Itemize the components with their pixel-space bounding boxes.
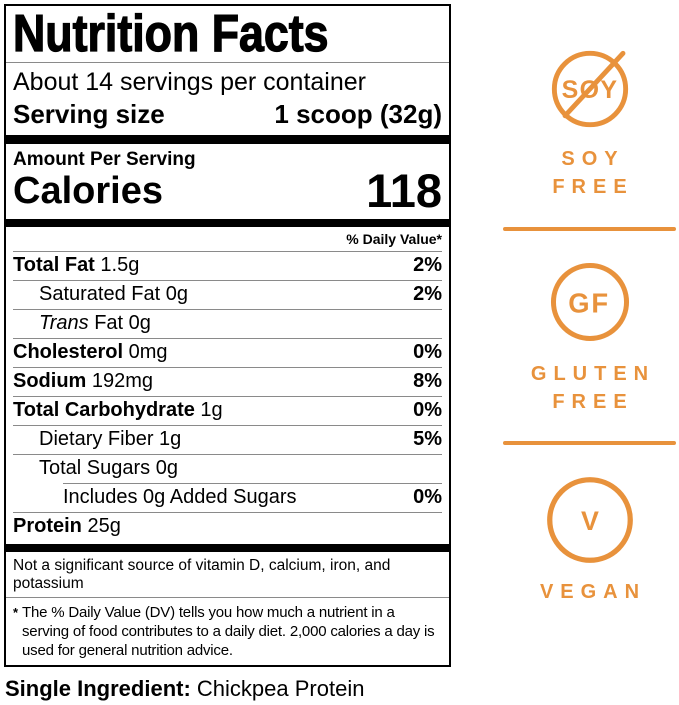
ingredient-label: Single Ingredient:: [5, 676, 191, 701]
badge-divider: [503, 441, 676, 445]
nutrient-row-dietary-fiber: Dietary Fiber 1g 5%: [13, 425, 442, 454]
nutrient-row-cholesterol: Cholesterol 0mg 0%: [13, 338, 442, 367]
nutrition-facts-title: Nutrition Facts: [12, 5, 329, 63]
nutrient-name: Cholesterol 0mg: [13, 341, 168, 363]
calories-label: Calories: [13, 170, 163, 212]
divider-line: [6, 597, 449, 598]
nutrient-daily-value: 8%: [413, 370, 442, 392]
badge-divider: [503, 227, 676, 231]
nutrient-daily-value: 0%: [413, 399, 442, 421]
footnote-text: The % Daily Value (DV) tells you how muc…: [22, 604, 435, 659]
soy-free-badge: SOY SOY FREE: [503, 48, 676, 201]
serving-size-value: 1 scoop (32g): [274, 99, 442, 129]
nutrient-daily-value: 5%: [413, 428, 442, 450]
gluten-free-icon: GF: [550, 262, 629, 342]
nutrient-daily-value: 0%: [413, 486, 442, 508]
gluten-free-label-line2: FREE: [552, 391, 634, 413]
nutrient-row-total-carbohydrate: Total Carbohydrate 1g 0%: [13, 396, 442, 425]
vegan-label-line1: VEGAN: [539, 581, 647, 603]
nutrient-daily-value: 2%: [413, 283, 442, 305]
footnote-asterisk: *: [13, 605, 18, 620]
nutrition-facts-label: Nutrition Facts About 14 servings per co…: [4, 4, 451, 667]
nutrient-row-total-sugars: Total Sugars 0g: [13, 454, 442, 483]
svg-text:V: V: [581, 506, 599, 536]
serving-size-label: Serving size: [13, 99, 165, 129]
soy-free-label-line1: SOY: [561, 148, 625, 170]
calories-row: Calories 118: [13, 164, 442, 219]
daily-value-header: % Daily Value*: [346, 231, 442, 247]
thick-separator-bar: [6, 219, 449, 227]
calories-value: 118: [366, 164, 442, 217]
amount-per-serving-label: Amount Per Serving: [13, 149, 196, 170]
nutrient-row-saturated-fat: Saturated Fat 0g 2%: [13, 280, 442, 309]
divider-line: [6, 62, 449, 63]
ingredient-line: Single Ingredient: Chickpea Protein: [5, 676, 364, 702]
nutrient-row-total-fat: Total Fat 1.5g 2%: [13, 251, 442, 280]
nutrient-name: Total Carbohydrate 1g: [13, 399, 223, 421]
nutrient-row-trans-fat: Trans Fat 0g: [13, 309, 442, 338]
nutrient-row-sodium: Sodium 192mg 8%: [13, 367, 442, 396]
svg-text:GF: GF: [568, 287, 610, 318]
dietary-badges-column: SOY SOY FREE GF GLUTEN FREE V VEGAN: [503, 0, 676, 705]
nutrient-daily-value: 0%: [413, 341, 442, 363]
vegan-badge: V VEGAN: [503, 474, 676, 606]
nutrient-name: Includes 0g Added Sugars: [63, 486, 297, 508]
daily-value-footnote: * The % Daily Value (DV) tells you how m…: [13, 598, 442, 660]
nutrient-name: Saturated Fat 0g: [39, 283, 188, 305]
thick-separator-bar: [6, 135, 449, 144]
nutrient-name: Trans Fat 0g: [39, 312, 151, 334]
nutrient-name: Sodium 192mg: [13, 370, 154, 392]
servings-per-container: About 14 servings per container: [13, 68, 366, 96]
soy-free-label-line2: FREE: [552, 176, 634, 198]
not-significant-note: Not a significant source of vitamin D, c…: [13, 557, 391, 592]
serving-size-row: Serving size 1 scoop (32g): [13, 97, 442, 135]
no-soy-icon: SOY: [551, 50, 628, 128]
thick-separator-bar: [6, 544, 449, 552]
nutrient-name: Dietary Fiber 1g: [39, 428, 182, 450]
nutrient-name: Total Sugars 0g: [39, 457, 178, 479]
ingredient-value: Chickpea Protein: [190, 676, 365, 701]
nutrient-row-protein: Protein 25g: [13, 512, 442, 541]
nutrient-name: Protein 25g: [13, 515, 121, 537]
nutrient-daily-value: 2%: [413, 254, 442, 276]
nutrient-name: Total Fat 1.5g: [13, 254, 140, 276]
vegan-icon: V: [546, 477, 633, 563]
gluten-free-badge: GF GLUTEN FREE: [503, 260, 676, 416]
nutrient-row-added-sugars: Includes 0g Added Sugars 0%: [63, 483, 442, 512]
gluten-free-label-line1: GLUTEN: [530, 363, 656, 385]
